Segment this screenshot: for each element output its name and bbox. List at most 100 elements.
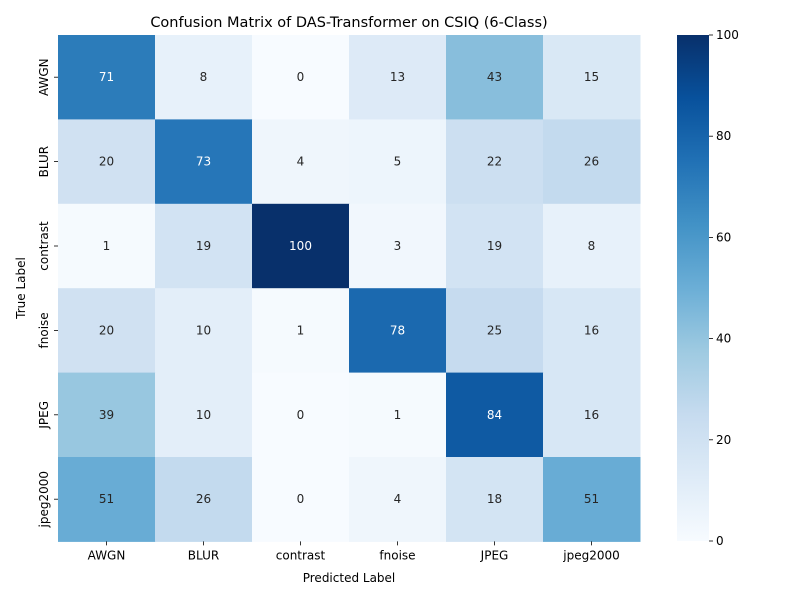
heatmap-cell	[446, 203, 544, 289]
y-axis-ticks: AWGN BLUR contrast fnoise JPEG jpeg2000	[37, 58, 58, 528]
x-tick-label: jpeg2000	[562, 548, 620, 562]
cell-value-label: 8	[588, 239, 596, 253]
cell-value-label: 26	[584, 155, 599, 169]
colorbar-tick-label: 60	[716, 230, 731, 244]
heatmap-cell	[58, 372, 156, 458]
cell-value-label: 78	[390, 323, 405, 337]
x-tick-label: JPEG	[480, 548, 509, 562]
cell-value-label: 16	[584, 323, 599, 337]
heatmap-cell	[155, 119, 253, 205]
heatmap-cell	[155, 288, 253, 374]
heatmap-cell	[155, 203, 253, 289]
cell-value-label: 15	[584, 70, 599, 84]
x-axis-ticks: AWGN BLUR contrast fnoise JPEG jpeg2000	[88, 541, 620, 562]
heatmap-cell	[349, 203, 447, 289]
cell-value-label: 8	[200, 70, 208, 84]
heatmap-cell	[58, 288, 156, 374]
cell-value-label: 10	[196, 323, 211, 337]
heatmap-cell	[446, 288, 544, 374]
cell-value-label: 10	[196, 408, 211, 422]
heatmap-cell	[58, 457, 156, 542]
heatmap-cell	[446, 35, 544, 120]
x-axis-label: Predicted Label	[303, 571, 396, 585]
cell-value-label: 18	[487, 492, 502, 506]
heatmap-cell	[252, 457, 350, 542]
heatmap-cell	[252, 288, 350, 374]
cell-value-label: 25	[487, 323, 502, 337]
heatmap-cell	[349, 372, 447, 458]
heatmap-cell	[252, 35, 350, 120]
cell-value-label: 3	[394, 239, 402, 253]
heatmap-cell	[543, 372, 641, 458]
cell-value-label: 39	[99, 408, 114, 422]
cell-value-label: 0	[297, 408, 305, 422]
cell-value-label: 26	[196, 492, 211, 506]
colorbar: 0 20 40 60 80 100	[677, 28, 739, 548]
y-tick-label: AWGN	[37, 58, 51, 96]
cell-value-label: 51	[99, 492, 114, 506]
cell-value-label: 73	[196, 155, 211, 169]
heatmap-cell	[543, 203, 641, 289]
heatmap-cell	[252, 203, 350, 289]
heatmap-cell	[155, 35, 253, 120]
heatmap-cell	[58, 203, 156, 289]
heatmap-cell	[349, 35, 447, 120]
heatmap-cell	[543, 457, 641, 542]
cell-value-label: 51	[584, 492, 599, 506]
heatmap-cell	[155, 457, 253, 542]
cell-value-label: 71	[99, 70, 114, 84]
colorbar-gradient	[677, 35, 709, 541]
cell-value-label: 19	[196, 239, 211, 253]
cell-value-label: 19	[487, 239, 502, 253]
cell-value-label: 0	[297, 492, 305, 506]
heatmap-cell	[543, 119, 641, 205]
cell-value-label: 43	[487, 70, 502, 84]
cell-value-label: 4	[297, 155, 305, 169]
x-tick-label: BLUR	[188, 548, 219, 562]
cell-value-label: 1	[103, 239, 111, 253]
colorbar-tick-label: 80	[716, 129, 731, 143]
cell-value-label: 16	[584, 408, 599, 422]
cell-value-label: 1	[297, 323, 305, 337]
heatmap-cell	[446, 372, 544, 458]
cell-value-label: 22	[487, 155, 502, 169]
cell-value-label: 84	[487, 408, 502, 422]
cell-value-label: 0	[297, 70, 305, 84]
heatmap-cell	[349, 288, 447, 374]
cell-value-label: 13	[390, 70, 405, 84]
y-tick-label: contrast	[37, 221, 51, 271]
x-tick-label: AWGN	[88, 548, 126, 562]
cell-value-label: 20	[99, 155, 114, 169]
heatmap-cell	[349, 457, 447, 542]
heatmap-cell	[543, 35, 641, 120]
colorbar-tick-label: 100	[716, 28, 739, 42]
heatmap-cell	[155, 372, 253, 458]
heatmap-cells	[58, 35, 641, 542]
y-axis-label: True Label	[14, 257, 28, 320]
y-tick-label: fnoise	[37, 312, 51, 348]
heatmap-cell	[252, 119, 350, 205]
heatmap-cell	[543, 288, 641, 374]
y-tick-label: JPEG	[37, 401, 51, 430]
y-tick-label: BLUR	[37, 146, 51, 177]
y-tick-label: jpeg2000	[37, 471, 51, 529]
heatmap-cell	[446, 457, 544, 542]
colorbar-tick-label: 0	[716, 534, 724, 548]
cell-value-label: 1	[394, 408, 402, 422]
heatmap-cell	[446, 119, 544, 205]
heatmap-cell	[58, 35, 156, 120]
colorbar-tick-label: 40	[716, 332, 731, 346]
heatmap-cell	[349, 119, 447, 205]
colorbar-tick-label: 20	[716, 433, 731, 447]
cell-value-label: 100	[289, 239, 312, 253]
cell-value-label: 4	[394, 492, 402, 506]
x-tick-label: fnoise	[379, 548, 415, 562]
heatmap-cell	[252, 372, 350, 458]
chart-title: Confusion Matrix of DAS-Transformer on C…	[150, 15, 547, 31]
cell-value-label: 20	[99, 323, 114, 337]
heatmap-cell	[58, 119, 156, 205]
cell-value-label: 5	[394, 155, 402, 169]
x-tick-label: contrast	[276, 548, 326, 562]
